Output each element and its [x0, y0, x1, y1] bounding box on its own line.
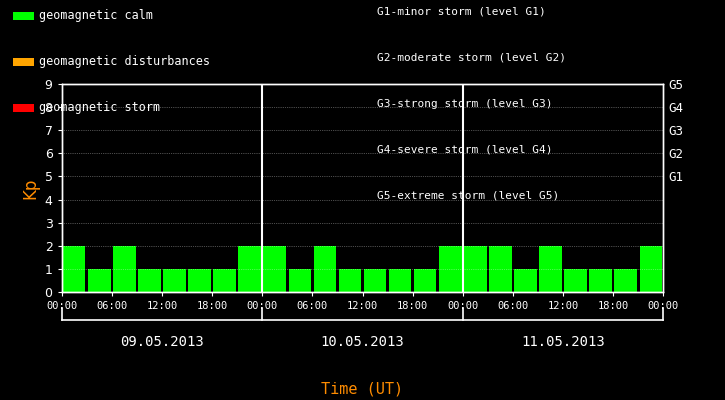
Text: G5-extreme storm (level G5): G5-extreme storm (level G5) [377, 191, 559, 201]
Bar [389, 269, 411, 292]
Bar [564, 269, 587, 292]
Bar [464, 246, 486, 292]
Text: Time (UT): Time (UT) [321, 381, 404, 396]
Text: 09.05.2013: 09.05.2013 [120, 335, 204, 349]
Text: geomagnetic storm: geomagnetic storm [39, 102, 160, 114]
Text: geomagnetic calm: geomagnetic calm [39, 10, 153, 22]
Bar [414, 269, 436, 292]
Bar [188, 269, 211, 292]
Text: G4-severe storm (level G4): G4-severe storm (level G4) [377, 145, 552, 155]
Bar [88, 269, 110, 292]
Text: 10.05.2013: 10.05.2013 [320, 335, 405, 349]
Text: G2-moderate storm (level G2): G2-moderate storm (level G2) [377, 53, 566, 63]
Bar [639, 246, 662, 292]
Bar [339, 269, 361, 292]
Text: G3-strong storm (level G3): G3-strong storm (level G3) [377, 99, 552, 109]
Bar [138, 269, 161, 292]
Bar [289, 269, 311, 292]
Text: geomagnetic disturbances: geomagnetic disturbances [39, 56, 210, 68]
Bar [589, 269, 612, 292]
Bar [314, 246, 336, 292]
Bar [239, 246, 261, 292]
Bar [113, 246, 136, 292]
Bar [63, 246, 86, 292]
Bar [514, 269, 536, 292]
Bar [163, 269, 186, 292]
Bar [263, 246, 286, 292]
Bar [439, 246, 462, 292]
Bar [489, 246, 512, 292]
Bar [539, 246, 562, 292]
Text: 11.05.2013: 11.05.2013 [521, 335, 605, 349]
Text: G1-minor storm (level G1): G1-minor storm (level G1) [377, 7, 546, 17]
Bar [213, 269, 236, 292]
Bar [615, 269, 637, 292]
Bar [364, 269, 386, 292]
Y-axis label: Kp: Kp [21, 177, 39, 199]
